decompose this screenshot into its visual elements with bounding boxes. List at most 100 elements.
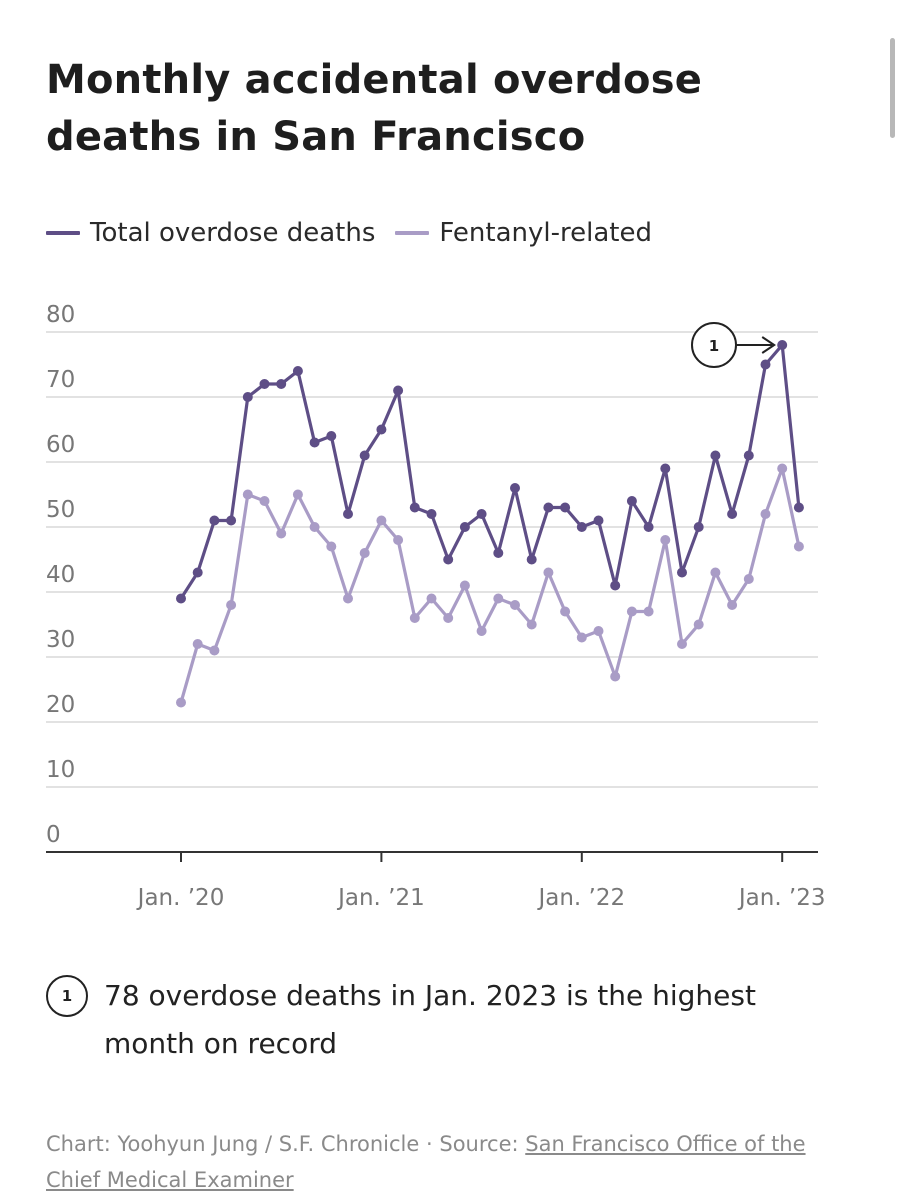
data-point [777, 463, 788, 474]
annotation-marker-label: 1 [709, 337, 719, 355]
data-point [760, 509, 771, 519]
y-tick-label: 40 [46, 562, 75, 588]
data-point [743, 450, 754, 461]
data-point [493, 548, 504, 558]
data-point [376, 515, 387, 526]
data-point [560, 606, 571, 617]
data-point [343, 509, 353, 519]
y-tick-label: 20 [46, 692, 75, 718]
line-chart: 0 10 20 30 40 50 60 70 80 Jan. ’20 Jan. ’21 Jan. ’2… [46, 302, 826, 911]
data-point [793, 502, 804, 513]
source-label: Source: [439, 1132, 519, 1156]
data-point [443, 613, 454, 623]
data-point [643, 606, 654, 617]
series-line [179, 343, 801, 600]
legend: Total overdose deaths Fentanyl-related [46, 213, 672, 253]
chart-title: Monthly accidental overdose deaths in Sa… [46, 57, 703, 160]
x-tick-label: Jan. ’23 [737, 885, 826, 911]
data-point [610, 580, 621, 591]
legend-swatch-fentanyl [395, 231, 430, 235]
y-tick-label: 80 [46, 302, 75, 328]
data-point [526, 619, 537, 630]
data-point [626, 606, 637, 617]
data-point [626, 496, 637, 506]
data-point [426, 509, 437, 519]
data-point [777, 340, 788, 350]
y-tick-label: 30 [46, 627, 75, 653]
y-tick-label: 0 [46, 822, 61, 848]
y-tick-label: 60 [46, 432, 75, 458]
legend-label-fentanyl: Fentanyl-related [439, 218, 652, 248]
data-point [176, 697, 186, 708]
data-point [510, 600, 520, 610]
y-tick-label: 10 [46, 757, 75, 783]
data-point [426, 593, 437, 604]
x-tick-label: Jan. ’22 [536, 885, 625, 911]
data-point [760, 359, 771, 370]
data-point [192, 567, 203, 578]
data-point [242, 489, 253, 500]
data-point [276, 379, 287, 389]
footer-separator: · [425, 1132, 433, 1156]
footer: Chart: Yoohyun Jung / S.F. Chronicle · S… [46, 1126, 846, 1198]
chart-credit: Chart: Yoohyun Jung / S.F. Chronicle [46, 1132, 420, 1156]
data-point [593, 626, 604, 636]
data-point [359, 450, 370, 461]
data-point [393, 385, 404, 396]
data-point [677, 639, 687, 649]
x-tick-label: Jan. ’20 [136, 885, 225, 911]
data-point [292, 366, 303, 376]
data-point [326, 541, 337, 552]
annotation-arrow-head [761, 336, 777, 354]
x-tick-label: Jan. ’21 [336, 885, 425, 911]
data-point [793, 541, 804, 552]
data-point [209, 515, 220, 526]
source-link[interactable]: San Francisco Office of the Chief Medica… [46, 1132, 806, 1192]
data-point [660, 535, 671, 545]
data-point [727, 509, 738, 519]
legend-item-total: Total overdose deaths [46, 218, 375, 248]
data-point [727, 600, 738, 610]
data-point [226, 600, 237, 610]
data-point [459, 522, 470, 532]
data-point [409, 613, 420, 623]
data-point [409, 502, 420, 513]
data-point [493, 593, 504, 604]
data-point [660, 463, 671, 474]
data-point [459, 580, 470, 591]
data-point [710, 567, 721, 578]
data-point [677, 567, 687, 578]
legend-item-fentanyl: Fentanyl-related [395, 218, 652, 248]
annotation-text: 78 overdose deaths in Jan. 2023 is the h… [104, 979, 756, 1060]
data-point [259, 379, 270, 389]
data-point [359, 548, 370, 558]
data-point [476, 626, 487, 636]
data-point [276, 528, 287, 539]
data-point [610, 671, 621, 682]
scrollbar[interactable] [890, 38, 895, 138]
data-point [259, 496, 270, 506]
legend-swatch-total [46, 231, 80, 235]
data-point [543, 567, 554, 578]
data-point [309, 522, 320, 532]
data-point [393, 535, 404, 545]
series-line [179, 466, 801, 703]
data-point [176, 593, 186, 604]
data-point [743, 574, 754, 584]
data-point [576, 522, 587, 532]
data-point [710, 450, 721, 461]
data-point [292, 489, 303, 500]
data-point [376, 424, 387, 435]
y-tick-label: 50 [46, 497, 75, 523]
data-point [510, 483, 520, 493]
data-point [192, 639, 203, 649]
data-point [226, 515, 237, 526]
data-point [643, 522, 654, 532]
data-point [543, 502, 554, 513]
data-point [476, 509, 487, 519]
data-point [576, 632, 587, 643]
data-point [526, 554, 537, 565]
data-point [242, 392, 253, 402]
data-point [593, 515, 604, 526]
y-tick-label: 70 [46, 367, 75, 393]
